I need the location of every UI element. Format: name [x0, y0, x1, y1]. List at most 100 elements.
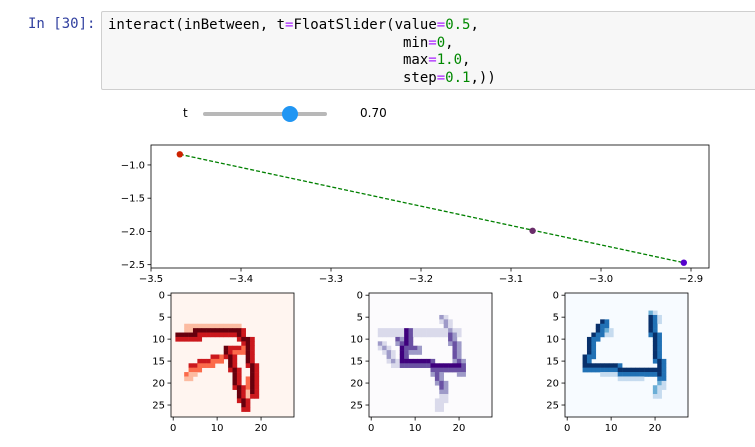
pixel	[404, 332, 409, 338]
pixel	[635, 372, 640, 377]
pixel	[652, 332, 658, 338]
code-text: ,))	[470, 69, 496, 86]
pixel	[210, 358, 216, 364]
x-tick-label: 10	[211, 423, 224, 434]
pixel	[254, 380, 260, 386]
slider-handle[interactable]	[281, 106, 298, 122]
pixel	[210, 332, 216, 338]
pixel	[245, 363, 251, 368]
pixel	[456, 363, 462, 368]
pixel	[657, 385, 662, 390]
pixel	[448, 336, 453, 342]
pixel	[448, 319, 453, 325]
pixel	[630, 376, 636, 382]
pixel	[452, 363, 458, 368]
pixel	[652, 314, 658, 320]
pixel	[241, 332, 246, 338]
pixel	[613, 367, 619, 373]
pixel	[648, 323, 654, 329]
pixel	[197, 332, 203, 338]
pixel	[232, 376, 238, 382]
pixel	[250, 394, 255, 399]
pixel	[448, 332, 453, 338]
pixel	[657, 376, 662, 382]
pixel	[228, 345, 233, 351]
pixel	[586, 358, 592, 364]
pixel	[219, 358, 225, 364]
pixel	[236, 367, 242, 373]
cell-prompt: In [30]:	[28, 16, 96, 32]
pixel	[232, 367, 238, 373]
pixel	[241, 328, 246, 333]
pixel	[219, 332, 225, 338]
pixel	[443, 398, 449, 404]
digit-image-1: 0 10 20 0 5 10 15 20 25	[152, 291, 295, 434]
pixel	[241, 389, 246, 395]
pixel	[210, 328, 216, 333]
code-editor[interactable]: interact(inBetween, t=FloatSlider(value=…	[108, 17, 496, 87]
pixel	[245, 341, 251, 347]
pixel	[439, 367, 444, 373]
pixel	[586, 350, 592, 355]
x-tick-label: −3.2	[409, 274, 433, 285]
pixel	[210, 363, 216, 368]
code-text: ,	[462, 52, 471, 68]
pixel	[245, 345, 251, 351]
y-tick-label: 15	[152, 357, 165, 368]
pixel	[223, 323, 229, 329]
pixel	[430, 328, 436, 333]
pixel	[456, 358, 462, 364]
pixel	[661, 367, 667, 373]
pixel	[443, 328, 449, 333]
pixel	[443, 389, 449, 395]
pixel	[408, 350, 414, 355]
code-cell-input[interactable]: interact(inBetween, t=FloatSlider(value=…	[101, 11, 755, 90]
pixel	[456, 328, 462, 333]
y-tick-label: 15	[350, 357, 363, 368]
pixel	[228, 367, 233, 373]
pixel	[201, 332, 207, 338]
pixel	[399, 328, 405, 333]
pixel	[245, 354, 251, 360]
pixel	[232, 328, 238, 333]
pixel	[412, 350, 418, 355]
pixel	[430, 332, 436, 338]
pixel	[652, 336, 658, 342]
pixel	[417, 358, 423, 364]
pixel	[241, 398, 246, 404]
pixel	[241, 350, 246, 355]
code-number: 0.5	[445, 17, 471, 33]
pixel	[395, 328, 401, 333]
pixel	[245, 350, 251, 355]
pixel	[377, 341, 383, 347]
pixel	[175, 336, 181, 342]
data-point	[680, 259, 687, 266]
pixel	[192, 336, 198, 342]
pixel	[613, 372, 619, 377]
pixel	[254, 389, 260, 395]
pixel	[439, 314, 444, 320]
pixel	[232, 385, 238, 390]
pixel	[188, 332, 194, 338]
pixel	[582, 367, 588, 373]
pixel	[439, 380, 444, 386]
pixel	[608, 332, 614, 338]
pixel	[652, 310, 658, 316]
pixel	[197, 328, 203, 333]
y-tick-label: 25	[350, 401, 363, 412]
pixel	[210, 323, 216, 329]
pixel	[245, 394, 251, 399]
pixel	[613, 363, 619, 368]
pixel	[648, 310, 654, 316]
pixel	[219, 323, 225, 329]
pixel	[228, 363, 233, 368]
slider-track[interactable]	[203, 106, 327, 122]
pixel	[591, 332, 597, 338]
pixel	[617, 376, 623, 382]
pixel	[452, 328, 458, 333]
pixel	[219, 354, 225, 360]
pixel	[390, 363, 396, 368]
y-tick-label: 10	[350, 335, 363, 346]
pixel	[591, 350, 597, 355]
pixel	[197, 336, 203, 342]
